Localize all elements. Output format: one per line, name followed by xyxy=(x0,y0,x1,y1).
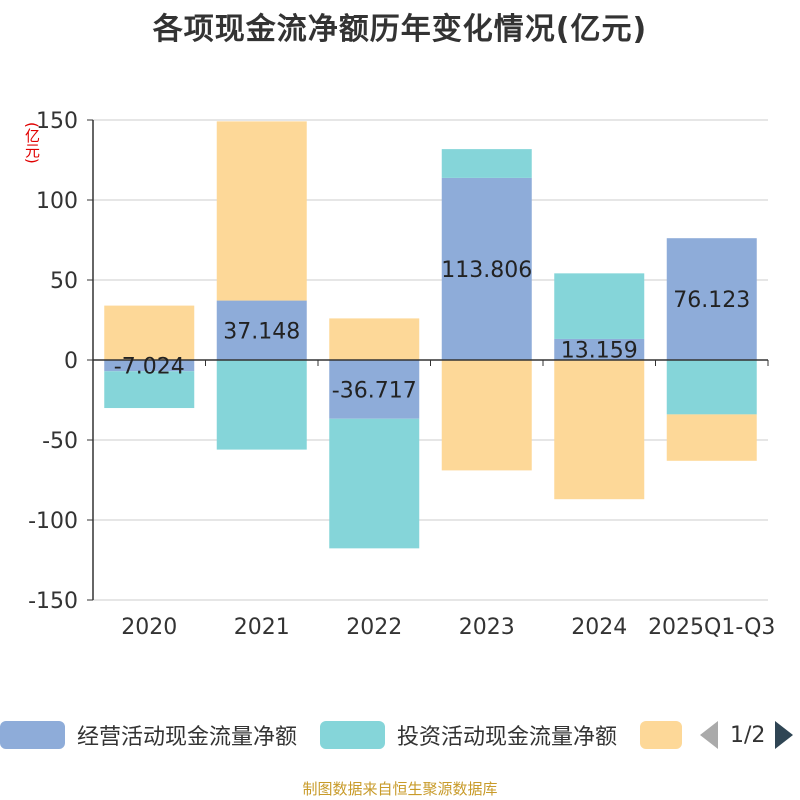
y-tick-label: -150 xyxy=(28,589,78,614)
prev-page-icon[interactable] xyxy=(700,721,718,749)
data-label: 37.148 xyxy=(223,319,300,344)
bar-segment xyxy=(329,360,420,419)
legend-item-investing[interactable]: 投资活动现金流量净额 xyxy=(320,715,617,755)
bar-segment xyxy=(441,149,532,178)
legend-swatch-operating xyxy=(0,721,65,749)
data-label: -7.024 xyxy=(114,355,185,380)
bar-segment xyxy=(666,414,757,461)
y-tick-label: -50 xyxy=(42,429,78,454)
x-tick-label: 2023 xyxy=(459,615,515,640)
y-tick-label: -100 xyxy=(28,509,78,534)
y-tick-label: 100 xyxy=(36,189,78,214)
bar-segment xyxy=(441,177,532,360)
x-tick-label: 2024 xyxy=(571,615,627,640)
data-label: 76.123 xyxy=(673,288,750,313)
bar-segment xyxy=(329,418,420,549)
legend-label-operating: 经营活动现金流量净额 xyxy=(77,725,298,750)
y-tick-label: 50 xyxy=(50,269,78,294)
legend-swatch-investing xyxy=(320,721,385,749)
legend-swatch-financing xyxy=(640,721,682,749)
bar-segment xyxy=(216,300,307,360)
y-tick-label: 0 xyxy=(64,349,78,374)
x-tick-label: 2020 xyxy=(121,615,177,640)
bar-chart: 150 100 50 0 -50 -100 -150 2020 2021 2022 2023 2024… xyxy=(28,109,775,640)
bar-segment xyxy=(104,360,195,372)
data-label: -36.717 xyxy=(332,378,417,403)
bar-segment xyxy=(666,238,757,360)
y-tick-label: 150 xyxy=(36,109,78,134)
data-label: 13.159 xyxy=(561,338,638,363)
x-tick-label: 2022 xyxy=(346,615,402,640)
bar-segment xyxy=(216,121,307,301)
bar-segment xyxy=(554,273,645,339)
bar-segment xyxy=(216,360,307,450)
bar-segment xyxy=(104,371,195,409)
page-indicator: 1/2 xyxy=(730,722,766,748)
bar-segment xyxy=(554,360,645,500)
legend-item-operating[interactable]: 经营活动现金流量净额 xyxy=(0,715,297,755)
bar-segment xyxy=(554,338,645,360)
bar-segment xyxy=(666,360,757,415)
chart-title: 各项现金流净额历年变化情况(亿元) xyxy=(152,12,648,47)
legend-label-investing: 投资活动现金流量净额 xyxy=(397,725,618,750)
legend-pager: 1/2 xyxy=(700,715,794,755)
x-tick-label: 2021 xyxy=(234,615,290,640)
next-page-icon[interactable] xyxy=(775,721,794,749)
legend-item-financing[interactable] xyxy=(640,715,682,755)
x-tick-label: 2025Q1-Q3 xyxy=(648,615,775,640)
bar-segment xyxy=(104,305,195,360)
data-source: 制图数据来自恒生聚源数据库 xyxy=(302,780,498,798)
bar-segment xyxy=(441,360,532,471)
data-label: 113.806 xyxy=(441,258,532,283)
legend: 经营活动现金流量净额 投资活动现金流量净额 1/2 xyxy=(0,715,800,755)
bar-segment xyxy=(329,318,420,360)
y-axis-unit: (亿元) xyxy=(23,122,41,164)
